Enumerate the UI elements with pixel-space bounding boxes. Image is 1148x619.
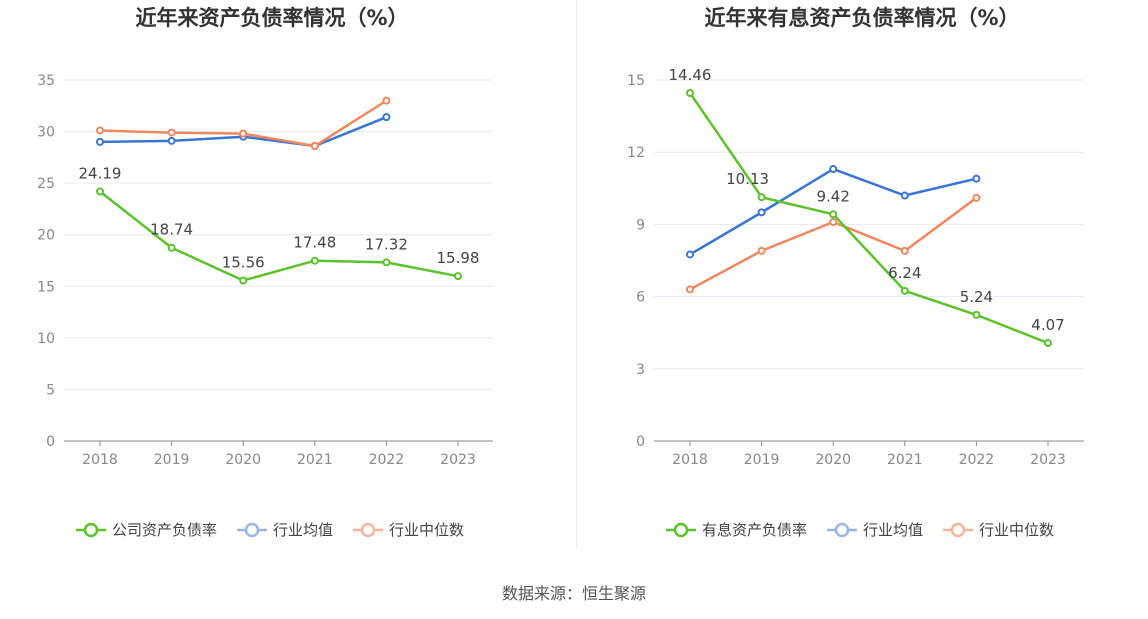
data-label: 14.46 (669, 66, 712, 84)
chart-2: 近年来有息资产负债率情况（%） 0 3 6 9 12 15 2018 2019 2020 2021 2… (627, 6, 1084, 539)
x-tick-label: 2021 (887, 452, 923, 468)
legend-label: 行业均值 (273, 521, 333, 539)
data-point (167, 136, 176, 145)
x-tick-label: 2019 (744, 452, 780, 468)
x-tick-label: 2021 (297, 452, 333, 468)
x-tick-label: 2022 (369, 452, 405, 468)
data-point (382, 96, 391, 105)
data-point (900, 286, 909, 295)
y-tick-label: 12 (627, 145, 645, 161)
data-label: 10.13 (726, 170, 769, 188)
y-tick-label: 15 (37, 279, 55, 295)
x-tick-label: 2020 (815, 452, 851, 468)
y-tick-label: 6 (636, 290, 645, 306)
data-point (454, 272, 462, 281)
y-tick-label: 9 (636, 217, 645, 233)
panel-divider (576, 0, 577, 550)
data-label: 15.98 (437, 249, 480, 267)
legend-label: 行业中位数 (389, 521, 464, 539)
legend-marker-icon (950, 522, 966, 538)
x-tick-label: 2022 (959, 452, 995, 468)
data-point (686, 250, 694, 259)
legend: 有息资产负债率 行业均值 行业中位数 (666, 521, 1054, 539)
data-point (167, 243, 176, 252)
data-point (829, 165, 838, 174)
data-label: 9.42 (816, 187, 849, 205)
data-point (757, 193, 766, 202)
x-tick-label: 2019 (154, 452, 190, 468)
y-tick-label: 3 (636, 362, 645, 378)
data-point (900, 191, 909, 200)
legend-marker-icon (673, 522, 689, 538)
y-tick-label: 0 (46, 434, 55, 450)
data-point (382, 258, 391, 267)
x-tick-label: 2018 (82, 452, 118, 468)
series-line-1 (688, 92, 1049, 345)
data-label: 6.24 (888, 264, 921, 282)
x-tick-label: 2023 (1030, 452, 1066, 468)
chart-title: 近年来资产负债率情况（%） (135, 6, 408, 30)
y-tick-label: 10 (37, 331, 55, 347)
data-point (686, 285, 694, 294)
legend-marker-icon (83, 522, 99, 538)
data-point (757, 246, 766, 255)
data-point (310, 142, 319, 151)
data-point (382, 113, 391, 122)
data-point (900, 246, 909, 255)
data-point (310, 256, 319, 265)
data-point (686, 88, 694, 97)
data-point (829, 210, 838, 219)
x-tick-label: 2023 (440, 452, 476, 468)
legend-marker-icon (360, 522, 376, 538)
data-point (972, 193, 981, 202)
data-point (167, 128, 176, 137)
y-tick-label: 35 (37, 73, 55, 89)
legend-label: 公司资产负债率 (112, 521, 217, 539)
data-point (972, 310, 981, 319)
y-tick-label: 25 (37, 176, 55, 192)
y-tick-label: 5 (46, 382, 55, 398)
data-label: 17.48 (293, 234, 336, 252)
x-tick-label: 2020 (225, 452, 261, 468)
data-point (96, 137, 104, 146)
data-point (972, 174, 981, 183)
data-point (96, 187, 104, 196)
series-line-1 (99, 190, 459, 282)
data-point (239, 129, 248, 138)
data-point (757, 208, 766, 217)
x-tick-label: 2018 (672, 452, 708, 468)
legend-label: 行业均值 (863, 521, 923, 539)
y-tick-label: 20 (37, 228, 55, 244)
chart-title: 近年来有息资产负债率情况（%） (704, 6, 1019, 30)
legend-marker-icon (244, 522, 260, 538)
legend-label: 行业中位数 (979, 521, 1054, 539)
legend-marker-icon (834, 522, 850, 538)
data-source-footer: 数据来源：恒生聚源 (501, 584, 646, 603)
data-point (239, 276, 248, 285)
data-label: 17.32 (365, 235, 408, 253)
data-point (96, 126, 104, 135)
data-label: 4.07 (1031, 316, 1064, 334)
legend: 公司资产负债率 行业均值 行业中位数 (76, 521, 464, 539)
data-point (829, 217, 838, 226)
data-point (1044, 339, 1052, 348)
legend-label: 有息资产负债率 (702, 521, 807, 539)
y-tick-label: 15 (627, 73, 645, 89)
y-tick-label: 0 (636, 434, 645, 450)
chart-1: 近年来资产负债率情况（%） 0 5 10 15 20 25 30 35 2018 2019 2020 2… (37, 6, 493, 539)
data-label: 5.24 (960, 288, 993, 306)
data-label: 18.74 (150, 221, 193, 239)
data-label: 15.56 (222, 254, 265, 272)
y-tick-label: 30 (37, 125, 55, 141)
data-label: 24.19 (79, 164, 122, 182)
